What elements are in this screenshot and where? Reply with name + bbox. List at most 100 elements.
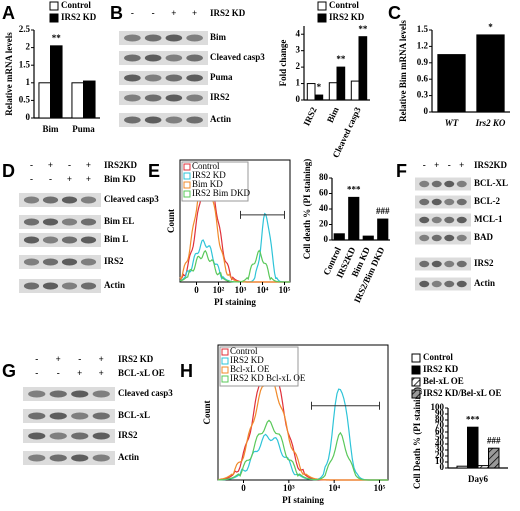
blot-band [71,432,89,440]
blot-band [80,236,97,244]
y-tick-label: 3 [296,45,301,55]
blot-strip [415,231,471,245]
blot-band [444,180,455,188]
blot-band [165,54,183,62]
legend-swatch [221,375,229,383]
y-tick-label: 4 [296,28,301,38]
legend-label: IRS2 KD [192,170,226,180]
lane-sign: + [48,160,53,170]
lane-sign: + [99,354,104,364]
lane-sign: + [459,160,464,170]
blot-band [49,432,67,440]
panel-letter: C [388,3,401,23]
blot-band [80,218,97,226]
row-label: Actin [118,452,139,462]
legend-swatch [183,163,191,171]
histogram-curve [218,388,388,481]
panel-letter: D [2,161,15,181]
histogram-curve [217,419,388,481]
lane-sign: + [56,354,61,364]
blot-strip [23,451,115,465]
x-tick-label: Day6 [468,474,488,484]
x-tick-label: 10³ [283,483,295,493]
legend-box [219,346,299,387]
bar [377,218,389,241]
bar [476,34,505,113]
condition-label: IRS2KD [104,160,138,170]
y-tick-label: 10 [435,456,445,466]
lane-sign: - [35,354,38,364]
row-label: IRS2 [474,258,494,268]
bar [437,54,466,113]
bar [50,45,63,119]
y-tick-label: 40 [319,203,329,213]
blot-band [144,34,162,42]
blot-strip [19,279,101,293]
y-tick-label: 2 [26,42,31,52]
panel-letter: A [2,3,15,23]
blot-strip [119,71,208,85]
y-tick-label: 0.6 [417,73,429,83]
bar [71,82,84,119]
histogram-curve [179,249,290,283]
blot-band [456,216,467,224]
y-tick-label: 2.5 [19,24,31,34]
blot-band [186,116,203,124]
blot-band [80,282,97,290]
lane-sign: + [192,8,197,18]
row-label: BAD [474,232,494,242]
blot-band [61,196,78,204]
legend-swatch [411,365,421,375]
row-label: MCL-1 [474,214,503,224]
blot-strip [19,193,101,207]
y-tick-label: 1.5 [19,59,31,69]
blot-band [23,236,40,244]
x-tick-label: 10⁵ [374,483,386,493]
row-label: BCL-xL [118,410,150,420]
legend-box [181,161,249,202]
blot-band [124,74,141,82]
x-tick-label: 10³ [235,285,247,295]
lane-sign: + [77,368,82,378]
y-tick-label: 1 [296,78,301,88]
blot-band [456,180,467,188]
blot-strip [119,113,208,127]
blot-strip [415,195,471,209]
significance-label: ** [52,33,62,43]
y-tick-label: 80 [319,172,329,182]
y-tick-label: 70 [435,420,445,430]
x-tick-label: IRS2 [301,105,319,127]
significance-label: *** [466,414,480,424]
x-tick-label: 0 [194,285,199,295]
y-axis-label: Fold change [278,40,288,87]
blot-band [144,94,162,102]
legend-label: IRS2 Bim DKD [192,188,251,198]
legend-label: IRS2 KD Bcl-xL OE [230,373,306,383]
panel-letter: G [2,361,16,381]
lane-sign: - [68,160,71,170]
lane-sign: - [30,160,33,170]
significance-label: ### [376,206,390,216]
blot-band [431,234,442,242]
y-tick-label: 0 [26,112,31,122]
blot-band [23,196,40,204]
blot-band [49,454,67,462]
bar [350,80,360,101]
blot-strip [23,409,115,423]
y-axis-label: Relative mRNA levels [4,32,14,116]
row-label: Puma [210,72,233,82]
blot-band [71,454,89,462]
x-tick-label: 10⁵ [279,285,291,295]
bar [467,426,479,469]
blot-band [419,216,430,224]
y-tick-label: 0.5 [19,94,31,104]
legend-label: Control [329,0,359,10]
legend-swatch [317,1,327,11]
legend-swatch [183,181,191,189]
legend-swatch [49,13,59,23]
blot-band [456,280,467,288]
legend-label: IRS2 KD [230,355,264,365]
legend-label: Control [61,0,91,10]
blot-band [80,196,97,204]
blot-band [186,34,203,42]
